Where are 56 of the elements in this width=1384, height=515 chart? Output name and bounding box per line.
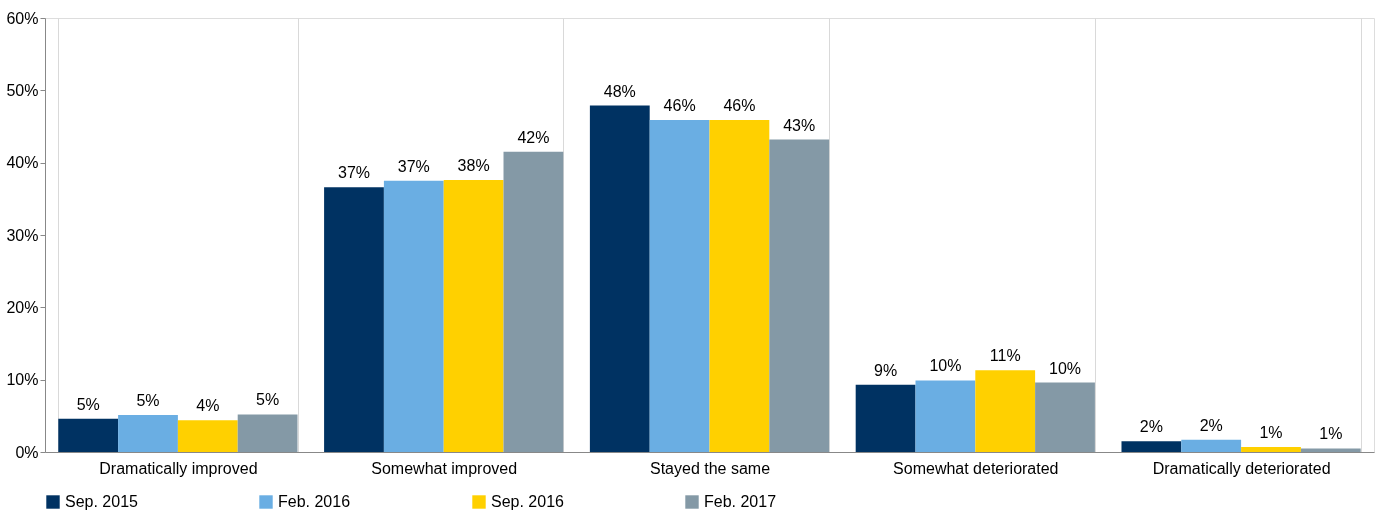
- bar: [1241, 446, 1301, 452]
- x-tick-label: Dramatically improved: [99, 459, 258, 477]
- bar: [1121, 441, 1182, 452]
- data-label: 48%: [603, 82, 636, 100]
- y-tick-label: 30%: [6, 226, 39, 244]
- x-tick-label: Somewhat improved: [371, 459, 518, 477]
- data-label: 2%: [1139, 418, 1163, 436]
- bar: [649, 119, 710, 452]
- data-label: 5%: [136, 392, 160, 410]
- y-tick-label: 20%: [6, 298, 39, 316]
- bar: [855, 384, 916, 452]
- data-label: 10%: [1048, 359, 1082, 377]
- bar: [237, 414, 298, 452]
- data-label: 1%: [1319, 425, 1343, 443]
- data-label: 5%: [76, 395, 100, 413]
- bar: [915, 380, 976, 452]
- bar: [1300, 448, 1361, 452]
- data-label: 37%: [337, 164, 371, 182]
- y-tick-label: 50%: [6, 81, 39, 99]
- data-label: 9%: [874, 361, 898, 379]
- data-label: 2%: [1199, 416, 1223, 434]
- bar: [769, 139, 830, 452]
- data-label: 10%: [929, 357, 962, 375]
- data-label: 42%: [517, 128, 550, 146]
- bar: [1035, 382, 1095, 452]
- y-tick-label: 10%: [6, 371, 39, 389]
- bar: [709, 119, 770, 452]
- x-tick-label: Dramatically deteriorated: [1152, 459, 1331, 477]
- y-tick-label: 60%: [6, 9, 39, 27]
- bar: [503, 151, 564, 452]
- legend-label: Feb. 2016: [278, 493, 351, 510]
- x-tick-label: Somewhat deteriorated: [893, 459, 1059, 477]
- legend-label: Feb. 2017: [704, 493, 777, 510]
- data-label: 5%: [256, 391, 280, 409]
- x-tick-label: Stayed the same: [649, 459, 771, 477]
- data-label: 11%: [989, 347, 1021, 365]
- bar: [443, 180, 504, 452]
- data-label: 46%: [663, 96, 696, 114]
- data-label: 4%: [196, 397, 220, 415]
- bar: [383, 180, 444, 452]
- legend-label: Sep. 2016: [491, 493, 565, 510]
- data-label: 38%: [457, 157, 490, 175]
- y-tick-label: 0%: [15, 443, 39, 461]
- bar: [589, 105, 650, 452]
- bar: [58, 418, 119, 452]
- bar: [975, 370, 1036, 452]
- y-tick-label: 40%: [6, 154, 39, 172]
- data-label: 43%: [783, 116, 816, 134]
- bar: [324, 187, 384, 452]
- data-label: 46%: [723, 96, 756, 114]
- legend-label: Sep. 2015: [65, 493, 139, 510]
- data-label: 1%: [1259, 423, 1283, 441]
- bar: [177, 420, 238, 452]
- bar: [118, 415, 178, 452]
- bar: [1181, 439, 1242, 452]
- data-label: 37%: [397, 157, 430, 175]
